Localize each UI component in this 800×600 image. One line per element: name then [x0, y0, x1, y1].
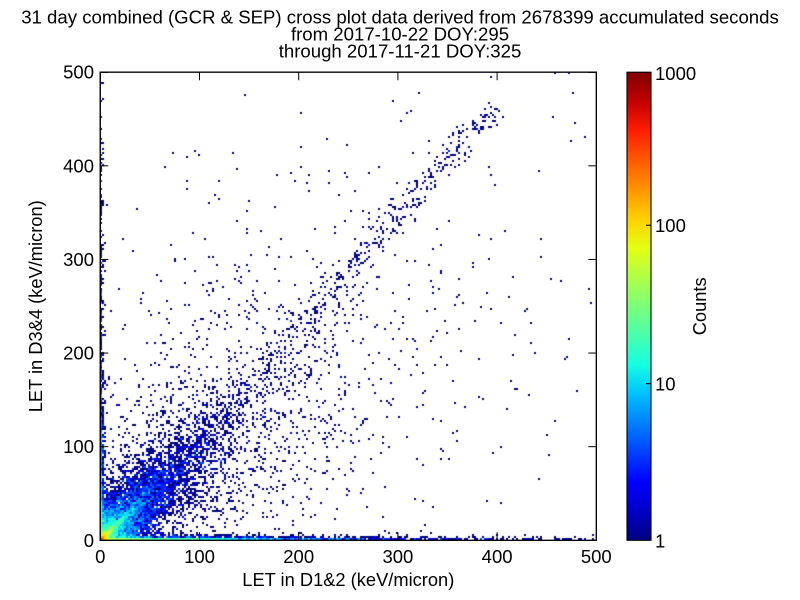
svg-text:300: 300: [382, 546, 413, 567]
svg-text:10: 10: [655, 374, 676, 395]
svg-text:0: 0: [95, 546, 105, 567]
svg-text:100: 100: [655, 215, 686, 236]
svg-text:LET in D3&4 (keV/micron): LET in D3&4 (keV/micron): [25, 200, 46, 412]
svg-text:LET in D1&2 (keV/micron): LET in D1&2 (keV/micron): [242, 569, 454, 590]
svg-text:100: 100: [63, 436, 94, 457]
svg-text:100: 100: [184, 546, 215, 567]
svg-text:200: 200: [283, 546, 314, 567]
svg-text:500: 500: [63, 62, 94, 83]
svg-text:1: 1: [655, 530, 665, 551]
svg-text:500: 500: [581, 546, 612, 567]
svg-text:0: 0: [84, 530, 94, 551]
svg-text:Counts: Counts: [689, 277, 710, 335]
svg-text:400: 400: [63, 155, 94, 176]
svg-text:300: 300: [63, 249, 94, 270]
svg-text:1000: 1000: [655, 63, 696, 84]
svg-text:400: 400: [482, 546, 513, 567]
svg-text:200: 200: [63, 343, 94, 364]
